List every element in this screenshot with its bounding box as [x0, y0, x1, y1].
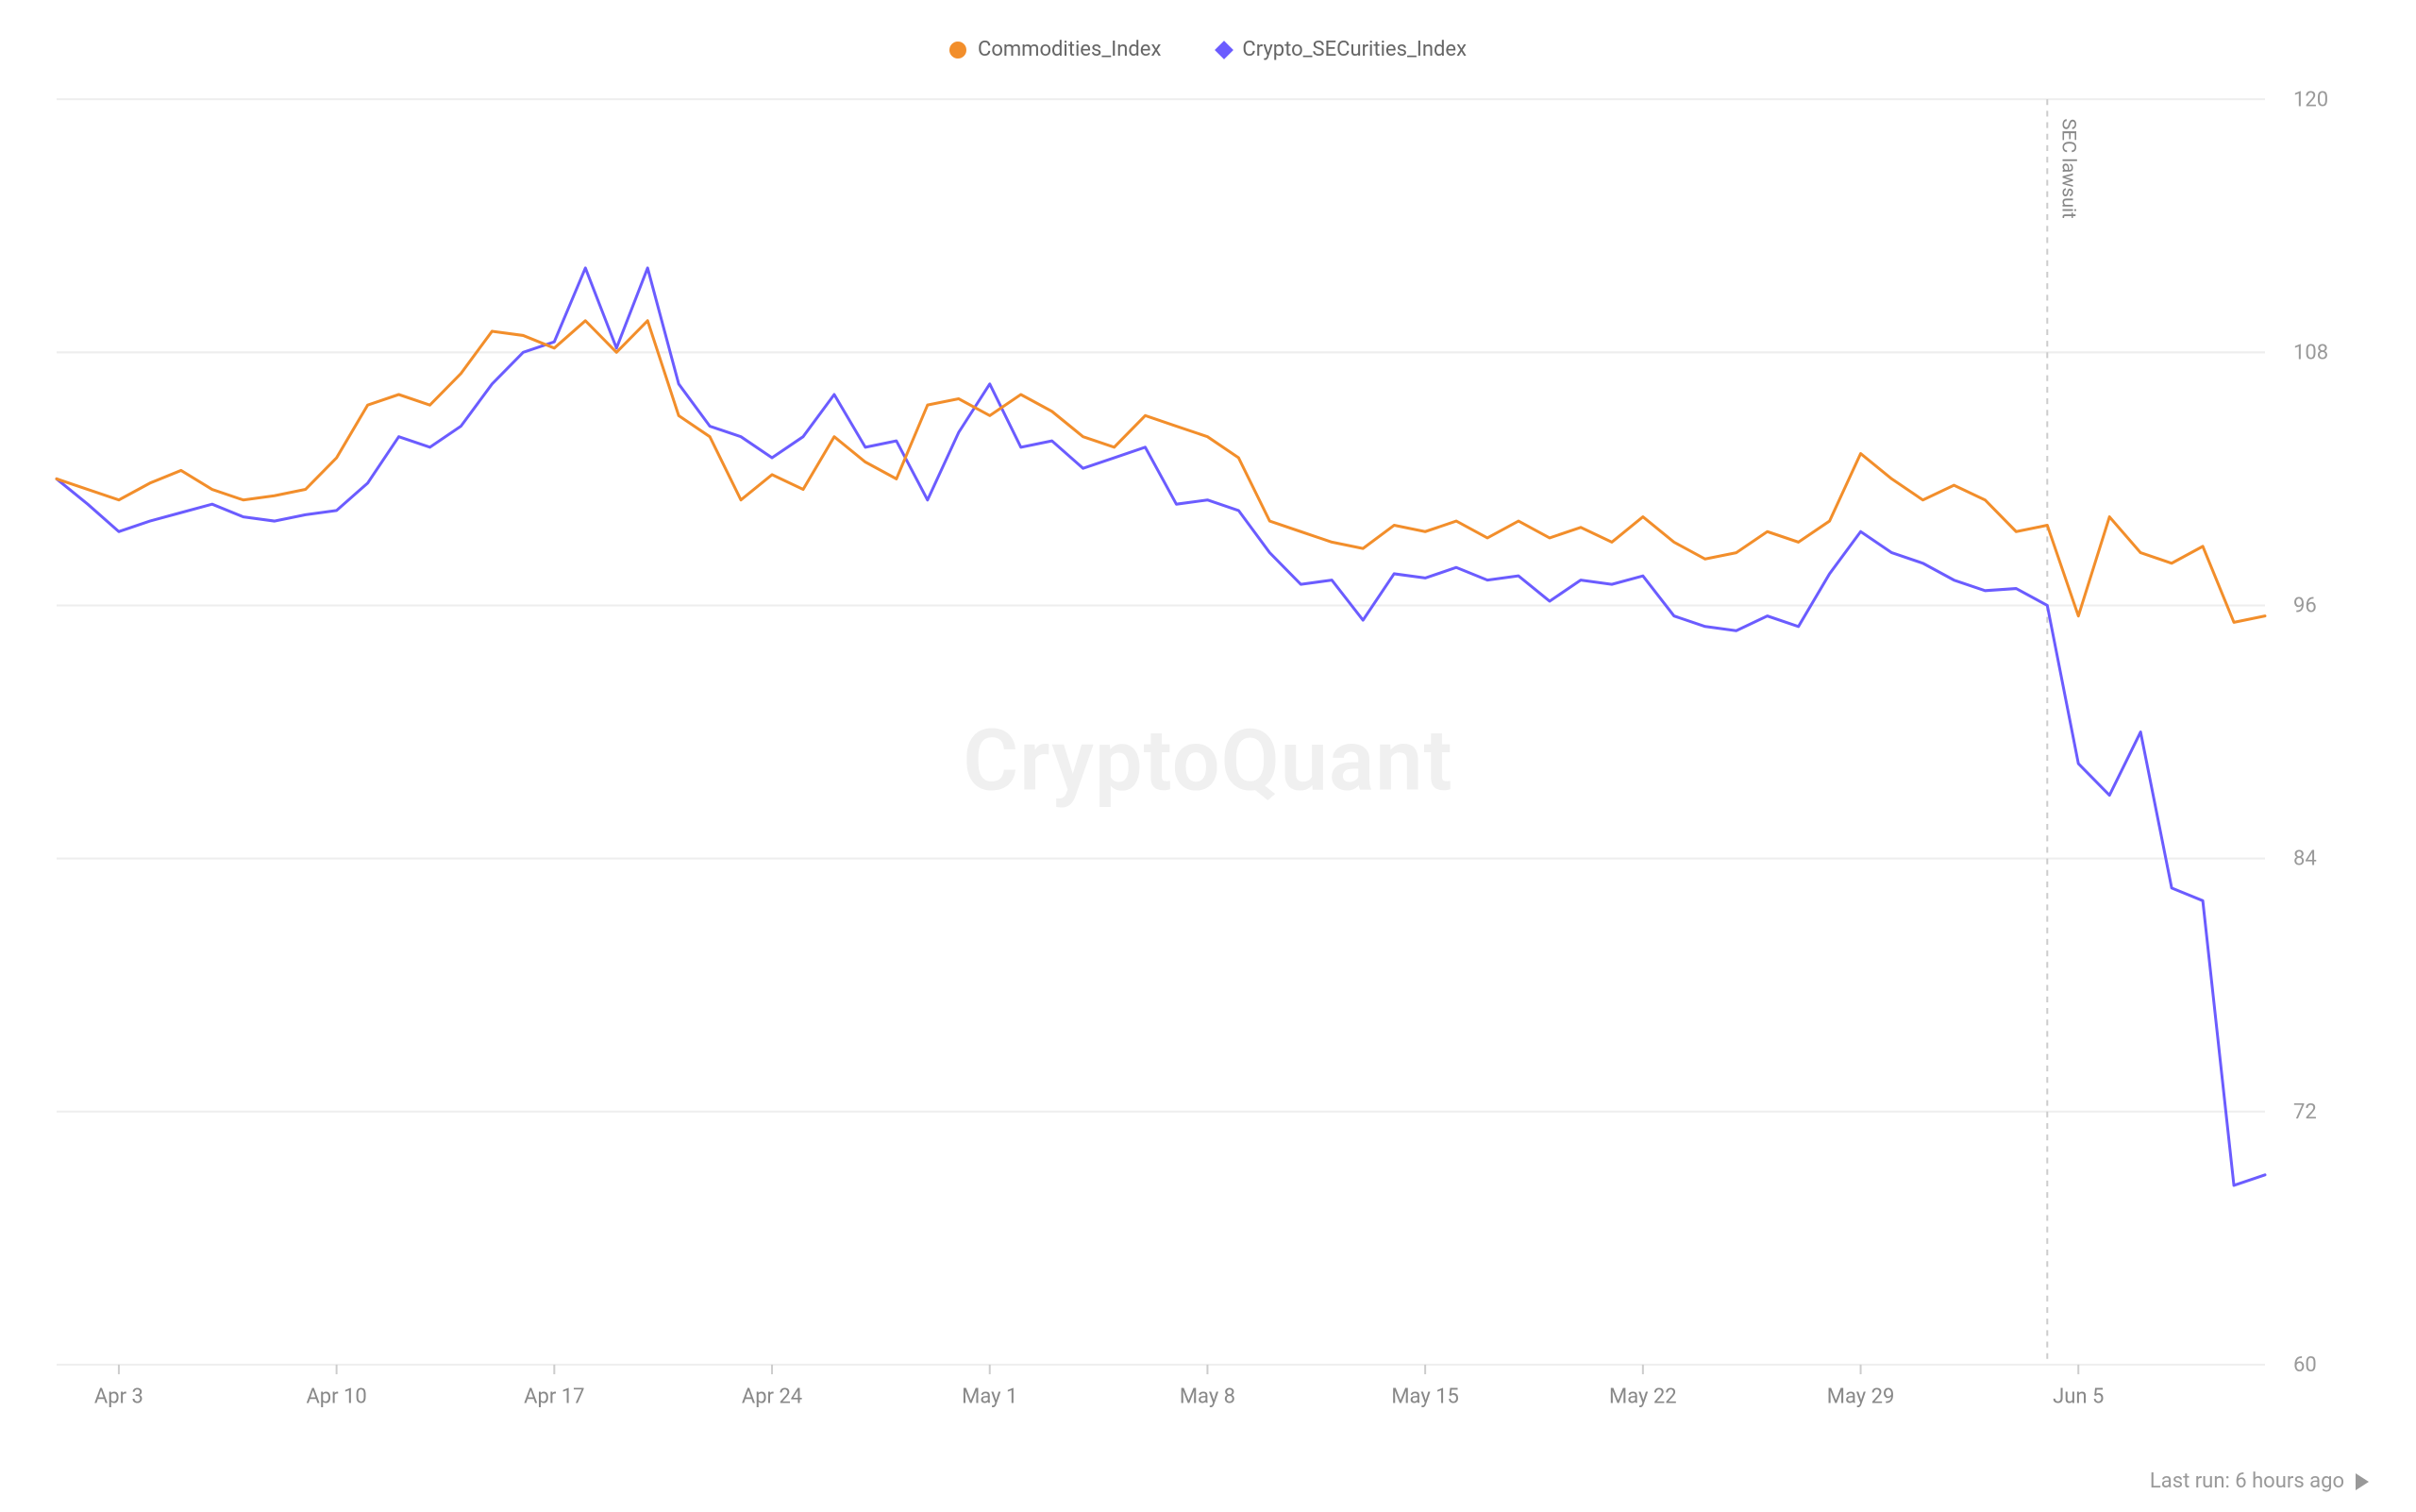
svg-text:May 8: May 8 — [1180, 1384, 1235, 1408]
svg-text:Apr 17: Apr 17 — [524, 1384, 584, 1408]
svg-text:Jun 5: Jun 5 — [2053, 1384, 2104, 1408]
chart-footer: Last run: 6 hours ago — [2150, 1470, 2369, 1493]
chart-legend: Commodities_Index Crypto_SECurities_Inde… — [38, 38, 2378, 90]
svg-text:120: 120 — [2293, 90, 2328, 111]
legend-label: Crypto_SECurities_Index — [1242, 38, 1467, 61]
svg-text:60: 60 — [2293, 1352, 2317, 1377]
svg-text:May 1: May 1 — [962, 1384, 1017, 1408]
svg-text:96: 96 — [2293, 593, 2317, 617]
svg-text:SEC lawsuit: SEC lawsuit — [2057, 118, 2080, 218]
svg-text:Apr 3: Apr 3 — [94, 1384, 143, 1408]
play-icon[interactable] — [2356, 1473, 2369, 1490]
legend-label: Commodities_Index — [978, 38, 1161, 61]
svg-text:72: 72 — [2293, 1100, 2317, 1124]
legend-item-securities[interactable]: Crypto_SECurities_Index — [1217, 38, 1467, 61]
svg-text:May 15: May 15 — [1391, 1384, 1459, 1408]
legend-marker-diamond-icon — [1215, 41, 1233, 59]
svg-text:May 22: May 22 — [1609, 1384, 1677, 1408]
svg-text:84: 84 — [2293, 847, 2317, 871]
chart-plot-area[interactable]: CryptoQuant SEC lawsuit 60728496108120 A… — [38, 90, 2378, 1432]
chart-container: Commodities_Index Crypto_SECurities_Inde… — [38, 38, 2378, 1455]
svg-text:Apr 24: Apr 24 — [742, 1384, 802, 1408]
svg-text:Apr 10: Apr 10 — [306, 1384, 366, 1408]
last-run-label: Last run: 6 hours ago — [2150, 1470, 2344, 1493]
legend-item-commodities[interactable]: Commodities_Index — [949, 38, 1161, 61]
chart-svg: SEC lawsuit 60 72 84 96 108 120 Apr 3 Apr 10 Ap… — [38, 90, 2378, 1432]
legend-marker-circle-icon — [949, 42, 966, 59]
svg-text:108: 108 — [2293, 340, 2328, 364]
svg-text:May 29: May 29 — [1827, 1384, 1895, 1408]
